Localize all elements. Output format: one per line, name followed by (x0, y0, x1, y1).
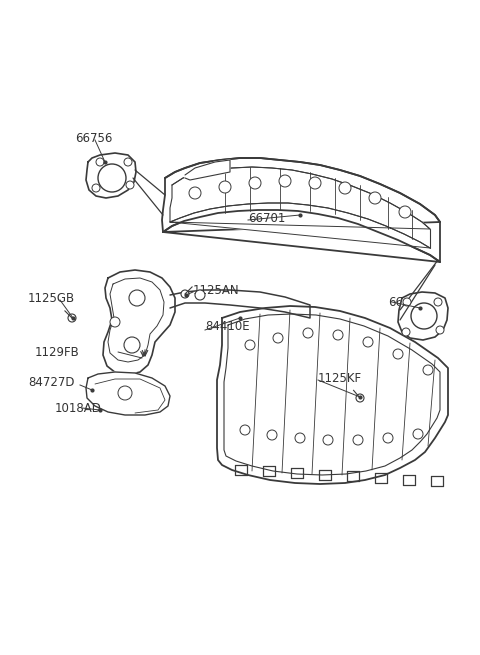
Circle shape (98, 164, 126, 192)
Circle shape (393, 349, 403, 359)
Text: 84727D: 84727D (28, 375, 74, 388)
Circle shape (240, 425, 250, 435)
Circle shape (126, 181, 134, 189)
Circle shape (423, 365, 433, 375)
Circle shape (356, 394, 364, 402)
Circle shape (411, 303, 437, 329)
Circle shape (92, 184, 100, 192)
Circle shape (273, 333, 283, 343)
Circle shape (124, 337, 140, 353)
Circle shape (303, 328, 313, 338)
Polygon shape (398, 292, 448, 340)
Text: 1018AD: 1018AD (55, 402, 102, 415)
Polygon shape (86, 372, 170, 415)
Circle shape (124, 158, 132, 166)
Polygon shape (86, 153, 136, 198)
Circle shape (399, 206, 411, 218)
Circle shape (383, 433, 393, 443)
Circle shape (68, 314, 76, 322)
Circle shape (403, 298, 411, 306)
Circle shape (309, 177, 321, 189)
Circle shape (295, 433, 305, 443)
Circle shape (353, 435, 363, 445)
Circle shape (339, 182, 351, 194)
Circle shape (267, 430, 277, 440)
Circle shape (181, 290, 189, 298)
Text: 1125AN: 1125AN (193, 284, 240, 297)
Circle shape (363, 337, 373, 347)
Circle shape (436, 326, 444, 334)
Text: 1125GB: 1125GB (28, 291, 75, 305)
Text: 66766: 66766 (388, 295, 425, 309)
Text: 1125KF: 1125KF (318, 371, 362, 384)
Circle shape (118, 386, 132, 400)
Polygon shape (163, 158, 440, 262)
Circle shape (402, 328, 410, 336)
Circle shape (129, 290, 145, 306)
Text: 84410E: 84410E (205, 320, 250, 333)
Text: 66701: 66701 (248, 212, 286, 225)
Polygon shape (185, 160, 230, 180)
Polygon shape (103, 270, 175, 375)
Circle shape (413, 429, 423, 439)
Circle shape (219, 181, 231, 193)
Circle shape (96, 158, 104, 166)
Text: 1129FB: 1129FB (35, 345, 80, 358)
Polygon shape (170, 167, 430, 248)
Circle shape (279, 175, 291, 187)
Circle shape (110, 317, 120, 327)
Circle shape (245, 340, 255, 350)
Circle shape (369, 192, 381, 204)
Circle shape (333, 330, 343, 340)
Text: 66756: 66756 (75, 132, 112, 145)
Circle shape (195, 290, 205, 300)
Circle shape (189, 187, 201, 199)
Polygon shape (217, 306, 448, 484)
Circle shape (323, 435, 333, 445)
Polygon shape (170, 290, 310, 318)
Circle shape (434, 298, 442, 306)
Circle shape (249, 177, 261, 189)
